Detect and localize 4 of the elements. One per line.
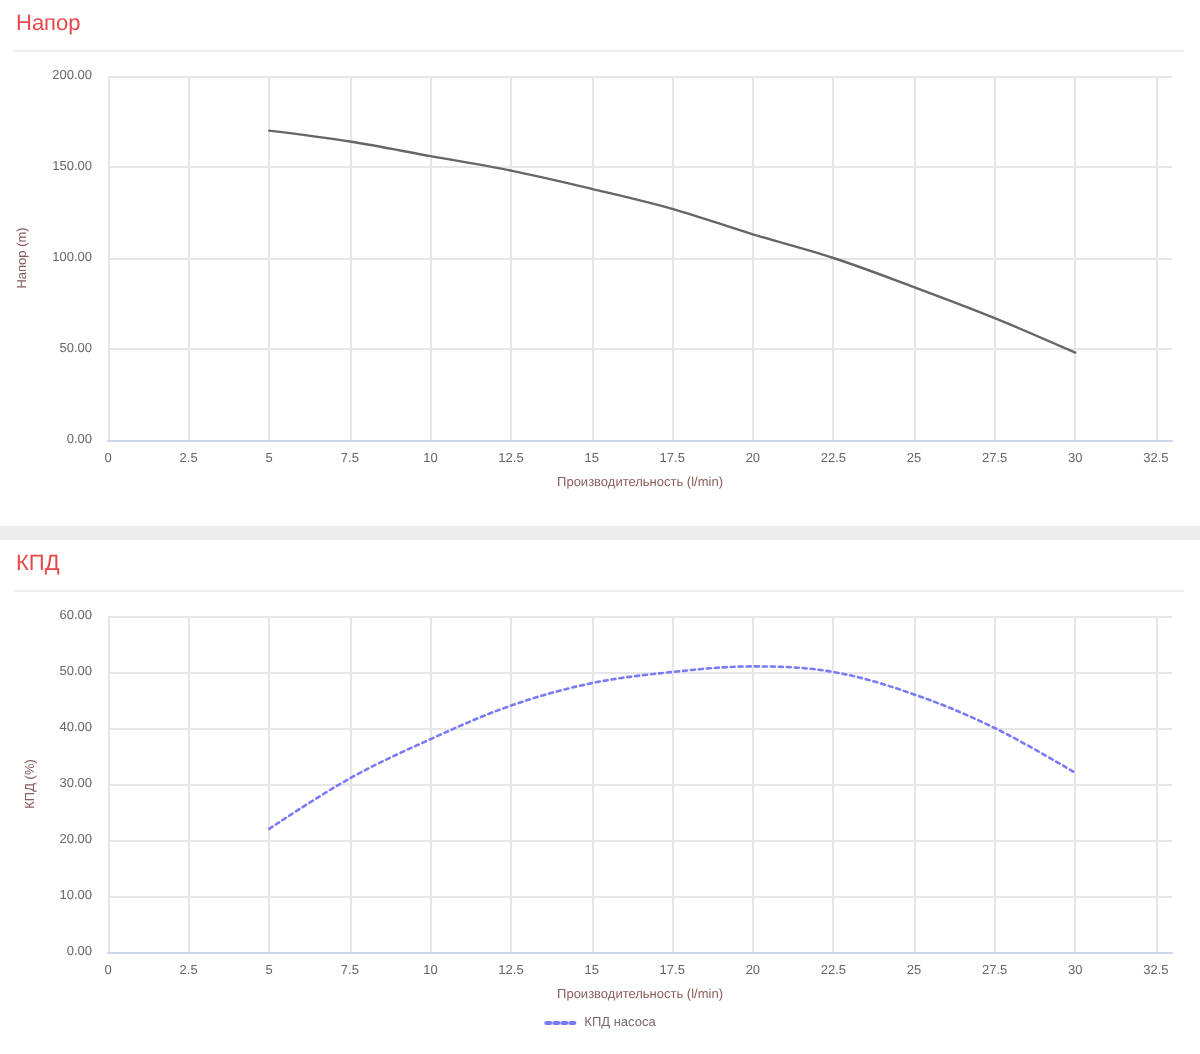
line-series	[267, 665, 1077, 831]
chart-title: КПД	[16, 552, 60, 578]
line-series	[268, 129, 1077, 354]
chart-title: Напор	[16, 12, 81, 38]
